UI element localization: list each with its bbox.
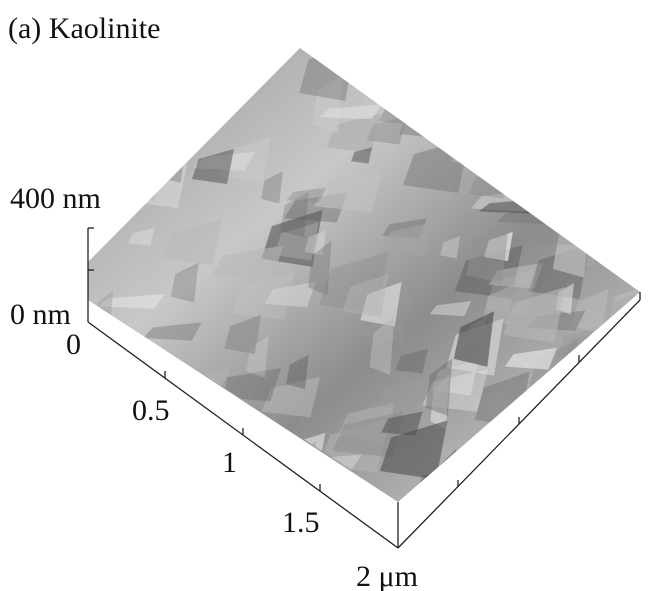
- texture-facet: [178, 72, 211, 118]
- texture-facet: [84, 457, 118, 481]
- figure: (a) Kaolinite 400 nm 0 nm 0 0.5 1 1.5 2 …: [0, 0, 662, 591]
- x-tick-label: 0: [66, 328, 81, 361]
- texture-facet: [617, 171, 662, 231]
- texture-facet: [168, 65, 212, 97]
- texture-facet: [602, 352, 628, 385]
- z-label-top: 400 nm: [10, 182, 101, 215]
- texture-facet: [531, 398, 590, 460]
- texture-facet: [634, 283, 659, 320]
- texture-facet: [527, 409, 548, 445]
- texture-facet: [92, 158, 114, 172]
- texture-facet: [210, 468, 278, 517]
- texture-facet: [132, 83, 152, 125]
- texture-facet: [192, 52, 235, 93]
- texture-facet: [566, 434, 632, 492]
- texture-facet: [468, 478, 532, 525]
- texture-facet: [482, 102, 507, 162]
- texture-facet: [557, 389, 614, 447]
- texture-facet: [533, 145, 571, 194]
- texture-facet: [530, 476, 595, 493]
- x-tick-label: 2 μm: [356, 560, 418, 591]
- texture-facet: [626, 134, 644, 159]
- texture-facet: [149, 137, 187, 183]
- texture-facet: [107, 106, 129, 125]
- texture-facet: [150, 135, 192, 159]
- texture-facet: [528, 113, 550, 163]
- texture-facet: [84, 51, 139, 112]
- texture-facet: [553, 216, 590, 278]
- texture-facet: [449, 89, 476, 112]
- texture-facet: [521, 86, 589, 125]
- texture-facet: [85, 136, 137, 182]
- texture-facet: [378, 99, 427, 125]
- texture-facet: [602, 369, 650, 413]
- texture-facet: [128, 85, 185, 132]
- texture-facet: [548, 203, 572, 225]
- z-label-bottom: 0 nm: [10, 298, 71, 331]
- texture-facet: [584, 66, 622, 97]
- texture-facet: [299, 43, 354, 101]
- texture-facet: [630, 75, 662, 104]
- texture-facet: [561, 404, 590, 446]
- texture-facet: [579, 64, 634, 98]
- texture-facet: [575, 122, 619, 158]
- texture-facet: [197, 53, 223, 92]
- texture-facet: [116, 163, 136, 218]
- texture-facet: [431, 103, 474, 146]
- texture-facet: [158, 98, 198, 114]
- title: (a) Kaolinite: [8, 12, 160, 45]
- texture-facet: [166, 461, 211, 481]
- texture-facet: [415, 83, 435, 127]
- texture-facet: [189, 45, 238, 99]
- texture-facet: [146, 450, 171, 498]
- x-tick-label: 1: [222, 446, 237, 479]
- texture-facet: [608, 49, 662, 92]
- texture-facet: [610, 78, 638, 94]
- texture-facet: [606, 359, 633, 379]
- texture-facet: [538, 215, 605, 247]
- texture-facet: [602, 70, 633, 92]
- texture-facet: [399, 117, 428, 137]
- texture-facet: [633, 59, 657, 88]
- texture-facet: [581, 155, 632, 171]
- texture-facet: [269, 433, 325, 483]
- texture-facet: [567, 85, 602, 144]
- texture-facet: [181, 474, 247, 515]
- x-tick-label: 0.5: [132, 394, 170, 427]
- texture-facet: [342, 45, 367, 63]
- texture-facet: [597, 221, 653, 247]
- x-tick-label: 1.5: [282, 506, 320, 539]
- texture-facet: [589, 348, 642, 390]
- texture-facet: [561, 162, 616, 197]
- texture-facet: [451, 144, 484, 165]
- texture-facet: [564, 420, 636, 481]
